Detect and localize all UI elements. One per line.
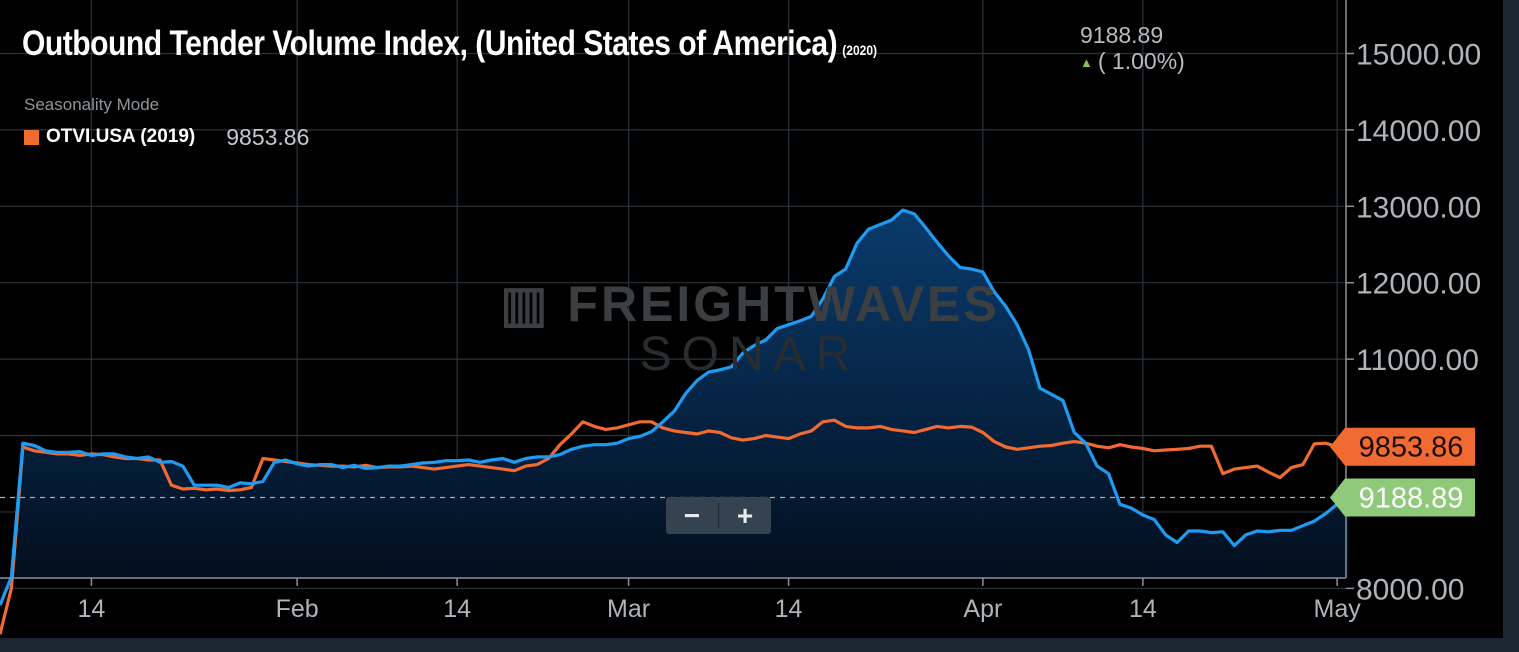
zoom-controls: − + <box>666 497 771 534</box>
series-2019-line <box>0 418 1349 635</box>
up-arrow-icon: ▲ <box>1080 55 1093 71</box>
series-2020-end-label-badge <box>1330 478 1475 517</box>
x-tick-label: 14 <box>443 595 471 623</box>
x-tick-label: 14 <box>775 595 803 623</box>
zoom-out-button[interactable]: − <box>683 499 701 531</box>
chart-plot[interactable]: 8000.00 11000.00 12000.00 13000.00 14000.00 1… <box>0 0 1503 638</box>
legend-series-value: 9853.86 <box>226 123 310 150</box>
y-tick-label: 12000.00 <box>1356 268 1481 301</box>
series-2019-end-label-badge <box>1330 427 1475 466</box>
x-tick-label: Apr <box>963 595 1002 623</box>
y-tick-label: 11000.00 <box>1356 344 1479 377</box>
chart-frame: 8000.00 11000.00 12000.00 13000.00 14000.00 1… <box>0 0 1503 638</box>
zoom-separator <box>718 503 719 528</box>
x-tick-label: Mar <box>607 595 650 623</box>
series-2020-end-label: 9188.89 <box>1330 478 1475 517</box>
legend-swatch <box>24 129 39 145</box>
series-2020-end-label-text: 9188.89 <box>1359 483 1464 515</box>
x-tick-label: May <box>1314 595 1362 623</box>
zoom-in-button[interactable]: + <box>736 499 754 531</box>
legend-item-otvi-2019[interactable]: OTVI.USA (2019) 9853.86 <box>24 124 309 150</box>
x-tick-label: 14 <box>78 595 106 623</box>
series-2020-line <box>0 208 1350 606</box>
series-2019-end-label: 9853.86 <box>1330 427 1475 466</box>
y-tick-label: 13000.00 <box>1356 191 1481 224</box>
chart-title-year: (2020) <box>842 42 878 58</box>
y-tick-label: 8000.00 <box>1356 573 1464 606</box>
series-2019-end-label-text: 9853.86 <box>1359 432 1464 464</box>
x-tick-label: 14 <box>1129 595 1157 623</box>
series-2020-area <box>0 210 1349 606</box>
y-tick-label: 15000.00 <box>1356 38 1481 71</box>
current-value: 9188.89 <box>1080 22 1164 48</box>
legend-series-name: OTVI.USA (2019) <box>46 126 196 147</box>
current-change-value: ( 1.00%) <box>1097 48 1185 74</box>
y-tick-label: 14000.00 <box>1356 115 1481 148</box>
seasonality-mode-label: Seasonality Mode <box>24 95 160 114</box>
chart-title: Outbound Tender Volume Index, (United St… <box>22 24 878 63</box>
x-tick-label: Feb <box>276 595 319 623</box>
current-change: ▲( 1.00%) <box>1080 48 1185 75</box>
